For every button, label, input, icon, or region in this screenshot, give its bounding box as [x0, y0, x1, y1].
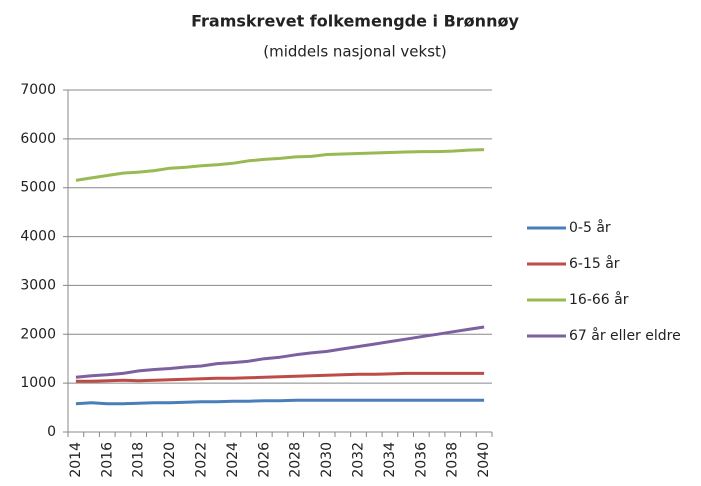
x-tick-label: 2030 — [319, 442, 335, 478]
chart-subtitle: (middels nasjonal vekst) — [263, 43, 447, 61]
legend-label: 6-15 år — [569, 255, 620, 272]
x-tick-label: 2024 — [225, 442, 241, 478]
x-tick-label: 2018 — [131, 442, 147, 478]
legend-label: 0-5 år — [569, 219, 611, 236]
legend-label: 16-66 år — [569, 291, 629, 308]
chart-title: Framskrevet folkemengde i Brønnøy — [191, 12, 519, 31]
x-tick-label: 2026 — [256, 442, 272, 478]
series-line — [75, 148, 485, 182]
y-tick-label: 5000 — [20, 180, 56, 196]
x-tick-label: 2016 — [99, 442, 115, 478]
legend-label: 67 år eller eldre — [569, 327, 681, 344]
x-tick-label: 2038 — [445, 442, 461, 478]
y-tick-label: 4000 — [20, 229, 56, 245]
series-line — [75, 371, 485, 383]
y-tick-label: 2000 — [20, 326, 56, 342]
series-line — [75, 325, 485, 379]
x-tick-label: 2036 — [413, 442, 429, 478]
x-tick-label: 2014 — [68, 442, 84, 478]
y-tick-label: 0 — [47, 424, 56, 440]
y-tick-label: 1000 — [20, 375, 56, 391]
x-tick-label: 2028 — [288, 442, 304, 478]
y-tick-label: 6000 — [20, 131, 56, 147]
y-tick-label: 3000 — [20, 277, 56, 293]
x-tick-label: 2020 — [162, 442, 178, 478]
series-line — [75, 398, 485, 406]
x-tick-label: 2032 — [351, 442, 367, 478]
x-tick-label: 2040 — [476, 442, 492, 478]
x-tick-label: 2022 — [193, 442, 209, 478]
y-tick-label: 7000 — [20, 82, 56, 98]
x-tick-label: 2034 — [382, 442, 398, 478]
